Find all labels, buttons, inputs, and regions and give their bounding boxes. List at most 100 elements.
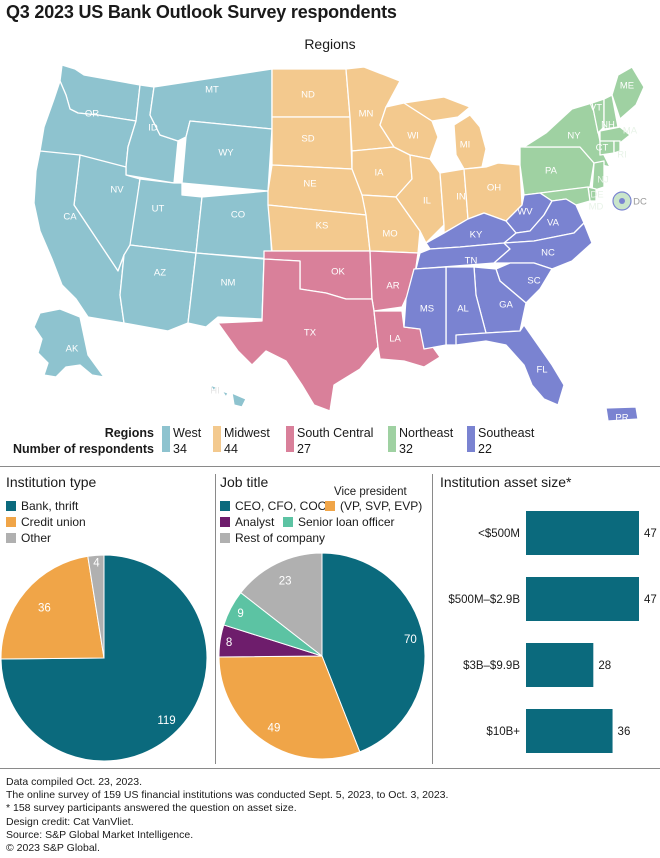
legend-swatch-west (162, 426, 170, 452)
state-wy (181, 120, 273, 192)
legend-swatch (6, 501, 16, 511)
state-la (373, 310, 441, 368)
footer-line: Source: S&P Global Market Intelligence. (6, 828, 194, 841)
state-label-nv: NV (110, 185, 124, 196)
state-ut (129, 178, 203, 254)
state-label-sc: SC (527, 276, 540, 287)
state-label-dc: DC (633, 197, 647, 208)
state-label-ak: AK (66, 344, 79, 355)
asset-bar-1 (526, 577, 639, 621)
asset-value-label-1: 47 (644, 594, 657, 606)
asset-size-bar-chart: <$500M 47 $500M–$2.9B 47 $3B–$9.9B 28 $10B+ 36 (448, 511, 657, 753)
state-label-md: MD (589, 202, 604, 213)
state-label-az: AZ (154, 268, 166, 279)
legend-label: Vice president (334, 486, 407, 498)
asset-value-label-0: 47 (644, 528, 657, 540)
legend-respondents-label: Number of respondents (13, 442, 154, 456)
legend-swatch-midwest (213, 426, 221, 452)
institution-type-value-label-1: 36 (38, 603, 51, 615)
panel-divider-1 (215, 474, 216, 764)
legend-count-south-central: 27 (297, 442, 311, 456)
us-regions-map: WA OR ID MT WY NV UT CO CA AZ NM AK HI ND MN SD WI MI NE IA… (33, 58, 647, 424)
legend-swatch (6, 533, 16, 543)
state-label-me: ME (620, 81, 634, 92)
state-label-pa: PA (545, 166, 558, 177)
state-label-la: LA (389, 334, 401, 345)
legend-count-midwest: 44 (224, 442, 238, 456)
legend-analyst: Analyst (220, 515, 274, 529)
state-label-ma: MA (623, 126, 638, 137)
state-pr (605, 406, 639, 422)
state-label-ms: MS (420, 304, 434, 315)
state-label-ky: KY (470, 230, 483, 241)
job-title-value-label-1: 49 (268, 722, 281, 734)
asset-category-label-0: <$500M (478, 528, 520, 540)
state-label-nj: NJ (597, 175, 609, 186)
institution-type-title: Institution type (6, 474, 97, 490)
state-nm (187, 252, 265, 328)
footer-line: Design credit: Cat VanVliet. (6, 815, 134, 828)
state-ca (33, 150, 125, 324)
state-label-va: VA (547, 218, 560, 229)
legend-swatch (220, 517, 230, 527)
legend-swatch-south-central (286, 426, 294, 452)
state-tx (217, 258, 379, 412)
asset-bar-2 (526, 643, 594, 687)
legend-label: Rest of company (235, 531, 326, 545)
state-label-ct: CT (596, 143, 609, 154)
legend-swatch (6, 517, 16, 527)
state-label-mo: MO (382, 229, 397, 240)
legend-ceo: CEO, CFO, COO (220, 499, 327, 513)
state-label-ca: CA (63, 212, 77, 223)
state-label-tn: TN (465, 256, 478, 267)
legend-senior-loan-officer: Senior loan officer (283, 515, 395, 529)
job-title-title: Job title (220, 474, 269, 490)
legend-count-southeast: 22 (478, 442, 492, 456)
state-label-mi: MI (460, 140, 471, 151)
legend-label: (VP, SVP, EVP) (340, 499, 423, 513)
state-label-tx: TX (304, 328, 317, 339)
state-label-co: CO (231, 210, 245, 221)
legend-name-southeast: Southeast (478, 426, 535, 440)
state-ms (403, 266, 447, 350)
state-label-nd: ND (301, 90, 315, 101)
footer-line: © 2023 S&P Global. (6, 842, 100, 855)
institution-type-slice-1 (0, 555, 105, 660)
job-title-value-label-4: 23 (279, 576, 292, 588)
legend-label: Bank, thrift (21, 499, 79, 513)
asset-category-label-2: $3B–$9.9B (463, 660, 520, 672)
state-label-pr: PR (615, 413, 628, 424)
state-label-or: OR (85, 109, 99, 120)
institution-type-value-label-2: 4 (93, 557, 100, 569)
state-label-al: AL (457, 304, 469, 315)
section-divider-bottom (0, 768, 660, 769)
legend-swatch (220, 533, 230, 543)
state-label-in: IN (456, 192, 466, 203)
job-title-pie: 70 49 8 9 23 (218, 552, 426, 760)
state-label-de: DE (590, 190, 603, 201)
dc-dot (619, 198, 625, 204)
state-label-nm: NM (221, 278, 236, 289)
institution-type-slice-0 (0, 554, 208, 762)
legend-label: Senior loan officer (298, 515, 395, 529)
job-title-slice-0 (321, 552, 426, 753)
job-title-slice-1 (218, 655, 361, 760)
state-ri (613, 140, 621, 154)
state-label-hi: HI (210, 386, 220, 397)
asset-category-label-1: $500M–$2.9B (448, 594, 520, 606)
footer-line: * 158 survey participants answered the q… (6, 802, 297, 815)
legend-name-northeast: Northeast (399, 426, 454, 440)
legend-name-midwest: Midwest (224, 426, 270, 440)
institution-type-slice-2 (87, 554, 105, 659)
legend-swatch (220, 501, 230, 511)
region-legend: Regions Number of respondents West 34 Mi… (0, 424, 660, 458)
state-label-ar: AR (386, 281, 399, 292)
asset-bar-3 (526, 709, 613, 753)
legend-swatch (325, 501, 335, 511)
legend-label: Analyst (235, 515, 275, 529)
state-label-il: IL (423, 196, 431, 207)
legend-label: CEO, CFO, COO (235, 499, 328, 513)
state-label-ok: OK (331, 267, 345, 278)
state-label-ga: GA (499, 300, 513, 311)
asset-value-label-3: 36 (618, 726, 631, 738)
